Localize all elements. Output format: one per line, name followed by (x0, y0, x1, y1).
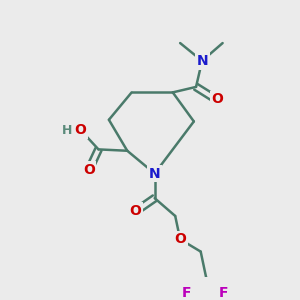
Text: O: O (75, 123, 87, 137)
Text: H: H (62, 124, 72, 137)
Text: O: O (174, 232, 186, 246)
Text: F: F (182, 286, 191, 300)
Text: O: O (83, 163, 95, 177)
Text: N: N (196, 54, 208, 68)
Text: F: F (218, 286, 228, 300)
Text: N: N (149, 167, 161, 181)
Text: O: O (211, 92, 223, 106)
Text: O: O (130, 203, 141, 218)
